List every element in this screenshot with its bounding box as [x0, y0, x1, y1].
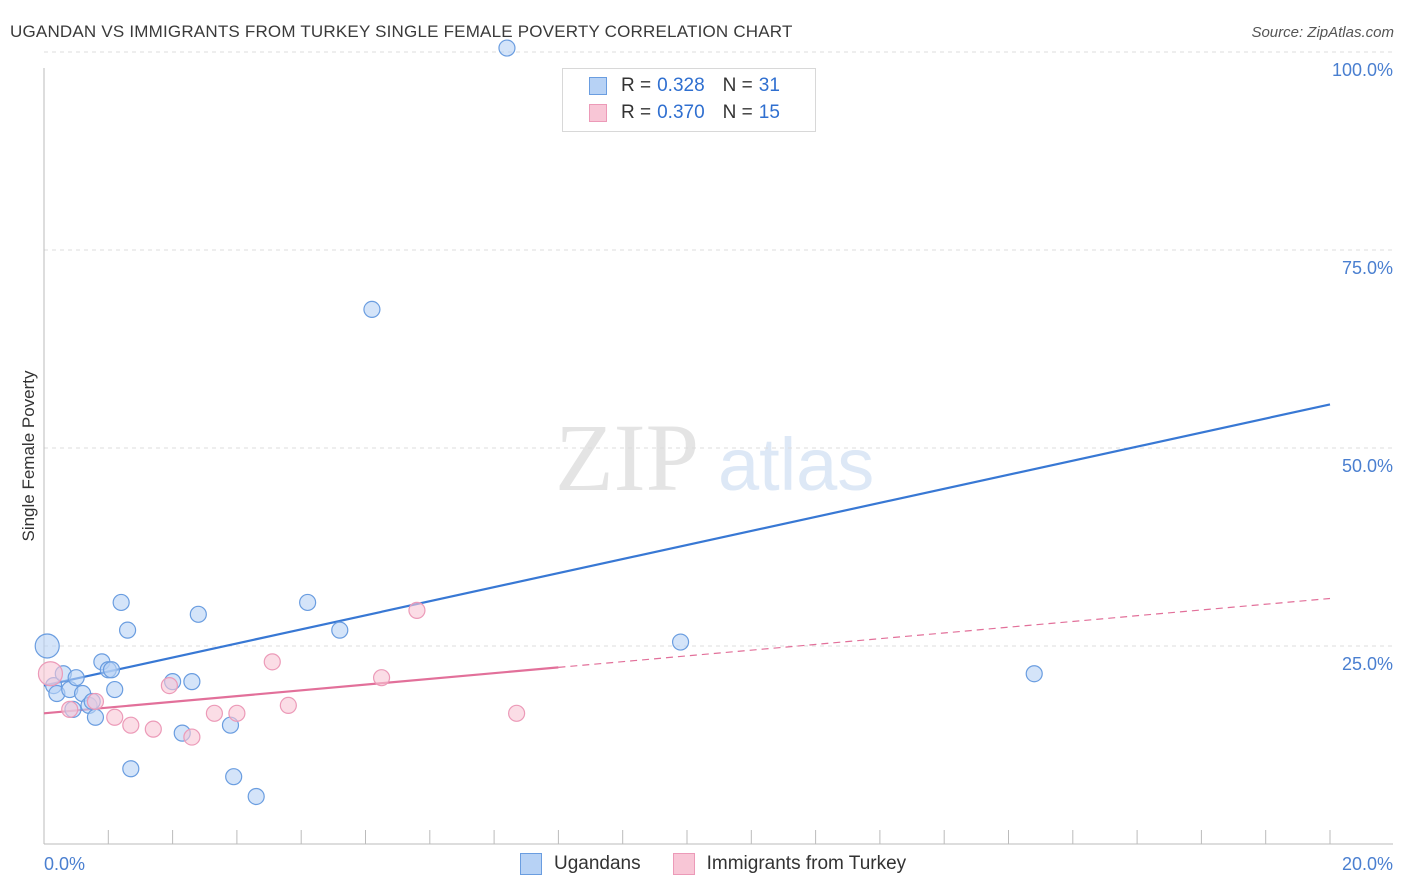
watermark-zip: ZIP	[555, 404, 699, 511]
point-turkey	[160, 676, 178, 695]
point-ugandans	[299, 593, 317, 612]
legend-r-label: R =	[621, 102, 652, 123]
point-turkey	[86, 692, 105, 711]
legend-swatch-turkey	[672, 853, 695, 875]
point-turkey	[372, 669, 391, 687]
gridlines	[44, 51, 1393, 647]
point-turkey	[263, 653, 281, 671]
legend-item-ugandans: Ugandans	[520, 853, 641, 875]
legend-n-label: N =	[722, 102, 753, 123]
trend-line-ugandans	[43, 403, 1331, 687]
trend-line-turkey-solid	[43, 666, 559, 715]
point-ugandans	[498, 39, 516, 57]
point-ugandans	[118, 621, 137, 639]
point-ugandans	[247, 787, 265, 806]
point-turkey	[183, 728, 201, 746]
point-ugandans	[189, 605, 207, 623]
point-ugandans	[106, 680, 124, 699]
y-tick-label: 100.0%	[1332, 60, 1393, 80]
legend-r-label: R =	[621, 75, 652, 96]
x-tick-marks	[107, 830, 1331, 844]
point-turkey	[106, 708, 124, 726]
y-tick-label: 75.0%	[1342, 258, 1393, 278]
point-ugandans	[34, 633, 60, 659]
legend-n-value: 31	[758, 75, 780, 96]
point-turkey	[37, 661, 64, 687]
y-tick-labels: 25.0% 50.0% 75.0% 100.0%	[1332, 60, 1393, 674]
legend-label-turkey: Immigrants from Turkey	[706, 853, 907, 874]
legend-r-value: 0.328	[657, 75, 705, 96]
watermark-atlas: atlas	[718, 423, 874, 506]
legend-swatch-ugandans	[520, 853, 542, 875]
point-turkey	[122, 716, 140, 734]
x-tick-label-min: 0.0%	[44, 854, 85, 874]
point-turkey	[144, 720, 162, 738]
point-turkey	[408, 601, 426, 619]
legend-item-turkey: Immigrants from Turkey	[672, 853, 907, 875]
point-ugandans	[225, 768, 243, 786]
legend-n-value: 15	[758, 102, 780, 123]
trend-line-turkey-dashed	[558, 597, 1331, 668]
x-tick-label-max: 20.0%	[1342, 854, 1393, 874]
trend-lines	[43, 403, 1331, 715]
point-turkey	[279, 696, 297, 715]
point-ugandans	[331, 621, 349, 639]
source-label: Source: ZipAtlas.com	[1251, 24, 1394, 41]
y-axis-title: Single Female Poverty	[19, 370, 38, 542]
series-legend: Ugandans Immigrants from Turkey	[520, 852, 938, 876]
legend-swatch-pink	[589, 104, 607, 122]
legend-r-value: 0.370	[657, 102, 705, 123]
axes	[43, 68, 1393, 845]
point-ugandans	[102, 661, 121, 679]
point-ugandans	[183, 673, 201, 691]
point-turkey	[508, 704, 526, 722]
correlation-legend: R = 0.328 N = 31 R = 0.370 N = 15	[562, 68, 816, 132]
point-ugandans	[112, 593, 130, 612]
legend-n-label: N =	[722, 75, 753, 96]
y-tick-label: 25.0%	[1342, 654, 1393, 674]
point-ugandans	[86, 708, 105, 726]
point-ugandans	[363, 300, 381, 318]
legend-row-turkey: R = 0.370 N = 15	[589, 101, 780, 125]
point-ugandans	[1025, 665, 1043, 683]
point-turkey	[205, 704, 223, 722]
legend-swatch-blue	[589, 77, 607, 95]
point-ugandans	[122, 760, 140, 778]
legend-row-ugandans: R = 0.328 N = 31	[589, 74, 780, 98]
point-turkey	[61, 700, 79, 718]
data-points	[34, 39, 1043, 806]
chart-title: UGANDAN VS IMMIGRANTS FROM TURKEY SINGLE…	[10, 22, 793, 41]
point-ugandans	[671, 633, 690, 651]
legend-label-ugandans: Ugandans	[554, 853, 641, 874]
point-ugandans	[67, 669, 85, 687]
y-tick-label: 50.0%	[1342, 456, 1393, 476]
point-turkey	[228, 704, 246, 722]
